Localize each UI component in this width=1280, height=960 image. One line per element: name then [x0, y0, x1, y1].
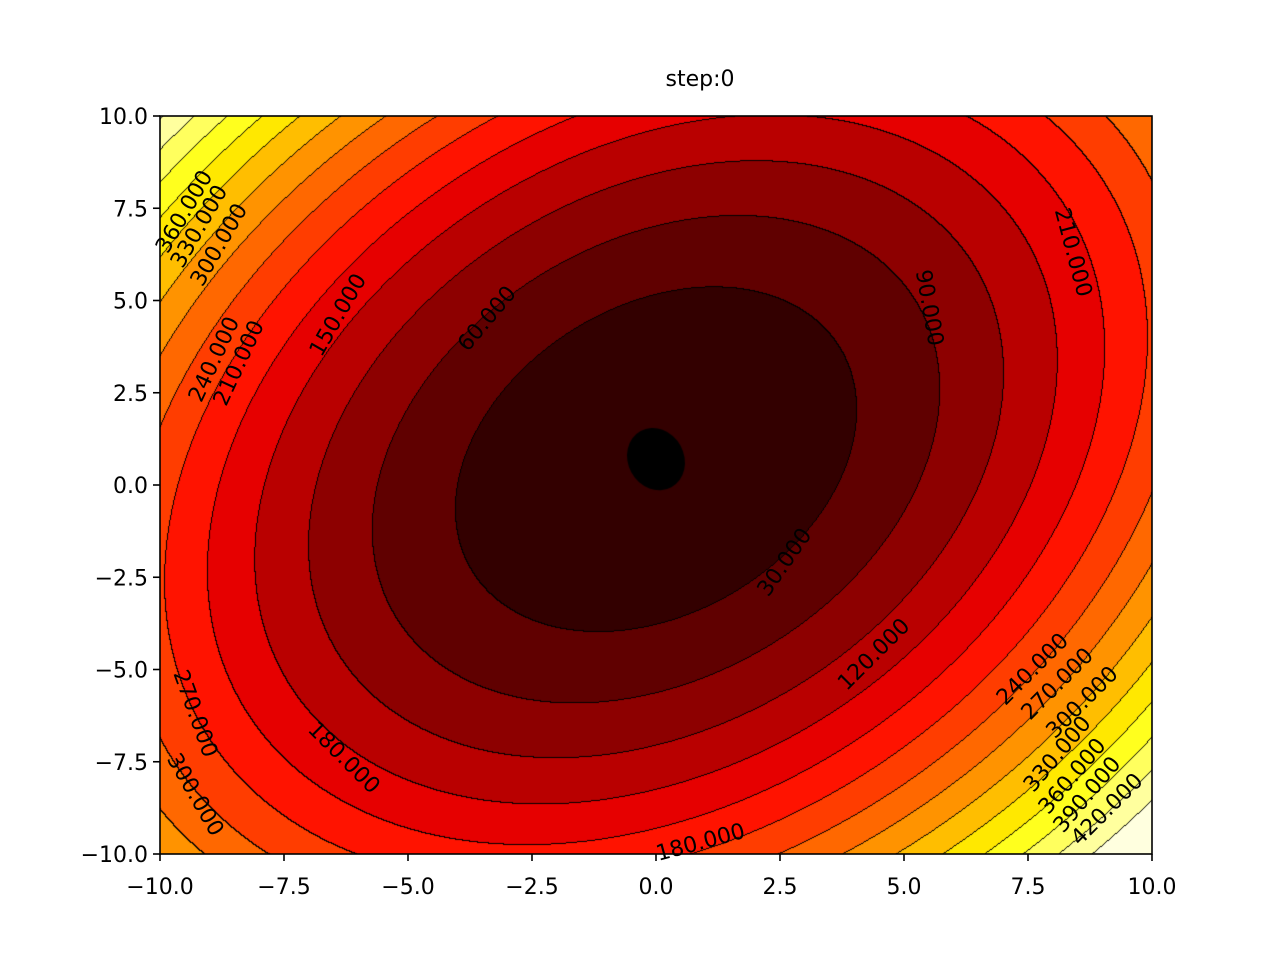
x-axis: −10.0 −7.5 −5.0 −2.5 0.0 2.5 5.0 7.5 10.0 [126, 854, 1176, 900]
y-axis: −10.0 −7.5 −5.0 −2.5 0.0 2.5 5.0 7.5 10.0 [81, 105, 160, 868]
contour-label: 120.000 [833, 614, 915, 696]
x-tick-label: −7.5 [257, 875, 310, 900]
x-tick-label: −10.0 [126, 875, 193, 900]
contour-label: 90.000 [910, 268, 948, 348]
y-tick-label: −7.5 [95, 751, 148, 776]
y-tick-label: 0.0 [113, 474, 148, 499]
plot-frame [159, 115, 1153, 855]
x-tick-label: 0.0 [639, 875, 674, 900]
y-tick-label: 5.0 [113, 290, 148, 315]
contour-label: 150.000 [305, 270, 372, 361]
contour-label: 300.000 [161, 749, 228, 840]
contour-fill [160, 116, 1152, 854]
y-tick-label: −5.0 [95, 659, 148, 684]
x-tick-label: 10.0 [1128, 875, 1177, 900]
y-tick-label: −10.0 [81, 843, 148, 868]
y-tick-label: 2.5 [113, 382, 148, 407]
x-tick-label: 5.0 [887, 875, 922, 900]
contour-label: 180.000 [653, 819, 747, 867]
y-tick-label: 10.0 [99, 105, 148, 130]
contour-label: 270.000 [167, 667, 222, 761]
contour-labels: 30.000 60.000 90.000 120.000 150.000 180.000 1… [151, 166, 1148, 866]
chart-title: step:0 [666, 67, 735, 92]
y-tick-label: 7.5 [113, 197, 148, 222]
contour-label: 210.000 [1049, 205, 1097, 299]
x-tick-label: 7.5 [1011, 875, 1046, 900]
x-tick-label: 2.5 [763, 875, 798, 900]
x-tick-label: −5.0 [381, 875, 434, 900]
contour-label: 30.000 [753, 524, 818, 601]
y-tick-label: −2.5 [95, 566, 148, 591]
contour-label: 180.000 [303, 717, 385, 799]
x-tick-label: −2.5 [505, 875, 558, 900]
contour-label: 60.000 [453, 281, 522, 356]
